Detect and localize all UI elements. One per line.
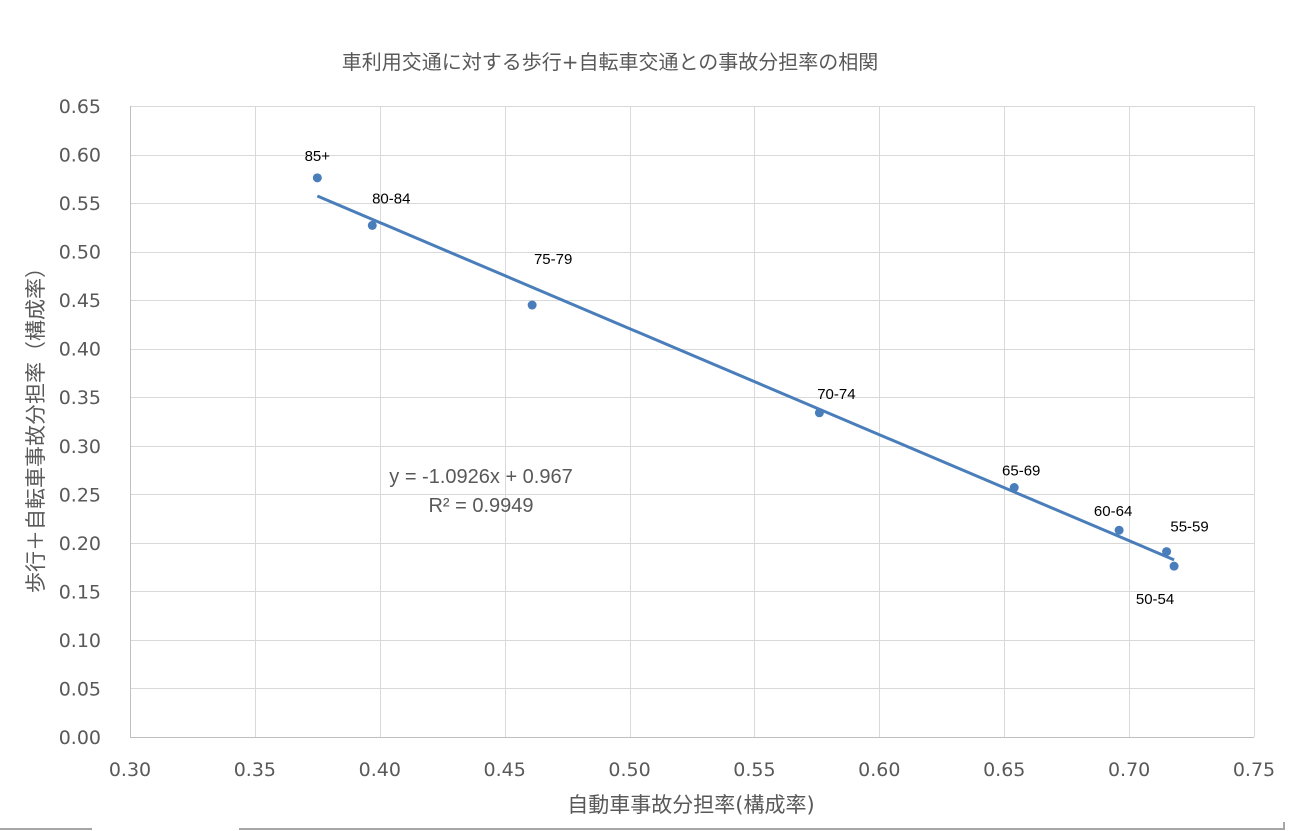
data-label: 65-69 <box>1002 463 1040 480</box>
x-tick-label: 0.70 <box>1108 759 1150 781</box>
data-label: 55-59 <box>1170 519 1208 536</box>
y-tick-label: 0.50 <box>59 242 101 264</box>
x-tick-label: 0.65 <box>983 759 1025 781</box>
data-point-marker <box>367 220 377 230</box>
data-label: 50-54 <box>1136 591 1174 608</box>
trendline-r-squared: R² = 0.9949 <box>428 495 533 517</box>
y-tick-label: 0.00 <box>59 727 101 749</box>
y-tick-label: 0.20 <box>59 533 101 555</box>
data-point-marker <box>1114 525 1124 535</box>
y-tick-label: 0.55 <box>59 193 101 215</box>
data-point-marker <box>1162 547 1172 557</box>
trendline <box>316 194 1175 562</box>
chart-frame-border-left <box>0 828 92 830</box>
x-tick-label: 0.75 <box>1233 759 1275 781</box>
y-tick-label: 0.10 <box>59 630 101 652</box>
y-tick-label: 0.25 <box>59 484 101 506</box>
data-label: 60-64 <box>1094 503 1132 520</box>
x-tick-label: 0.60 <box>858 759 900 781</box>
x-axis-title: 自動車事故分担率(構成率) <box>567 793 814 817</box>
y-tick-label: 0.40 <box>59 339 101 361</box>
chart-title: 車利用交通に対する歩行+自転車交通との事故分担率の相関 <box>342 50 879 74</box>
y-tick-label: 0.65 <box>59 96 101 118</box>
x-tick-label: 0.35 <box>234 759 276 781</box>
data-label: 75-79 <box>534 251 572 268</box>
data-labels: 85+ 80-84 75-79 70-74 65-69 60-64 55-59 50-54 <box>305 148 1209 608</box>
axes <box>130 106 1254 738</box>
y-tick-label: 0.45 <box>59 290 101 312</box>
y-tick-label: 0.60 <box>59 145 101 167</box>
y-tick-label: 0.30 <box>59 436 101 458</box>
data-label: 70-74 <box>817 386 855 403</box>
data-point-marker <box>1169 561 1179 571</box>
chart-frame-border-right <box>239 828 1283 830</box>
y-tick-label: 0.05 <box>59 678 101 700</box>
x-tick-label: 0.50 <box>608 759 650 781</box>
y-tick-label: 0.35 <box>59 387 101 409</box>
data-points <box>312 173 1179 571</box>
y-tick-label: 0.15 <box>59 581 101 603</box>
data-point-marker <box>1009 483 1019 493</box>
y-axis-title: 歩行＋自転車事故分担率（構成率） <box>24 257 48 593</box>
x-tick-label: 0.55 <box>733 759 775 781</box>
x-tick-label: 0.30 <box>109 759 151 781</box>
y-axis-ticks: 0.00 0.05 0.10 0.15 0.20 0.25 0.30 0.35 0.40 0.45… <box>59 96 101 749</box>
trendline-equation: y = -1.0926x + 0.967 <box>389 466 572 488</box>
chart-resize-handle[interactable] <box>1283 822 1285 830</box>
x-tick-label: 0.45 <box>484 759 526 781</box>
x-axis-ticks: 0.30 0.35 0.40 0.45 0.50 0.55 0.60 0.65 0.70 0.75 <box>109 759 1275 781</box>
data-point-marker <box>527 300 537 310</box>
x-tick-label: 0.40 <box>359 759 401 781</box>
data-point-marker <box>312 173 322 183</box>
data-point-marker <box>814 408 824 418</box>
data-label: 85+ <box>305 148 331 165</box>
data-label: 80-84 <box>372 190 410 207</box>
gridlines <box>130 106 1255 737</box>
